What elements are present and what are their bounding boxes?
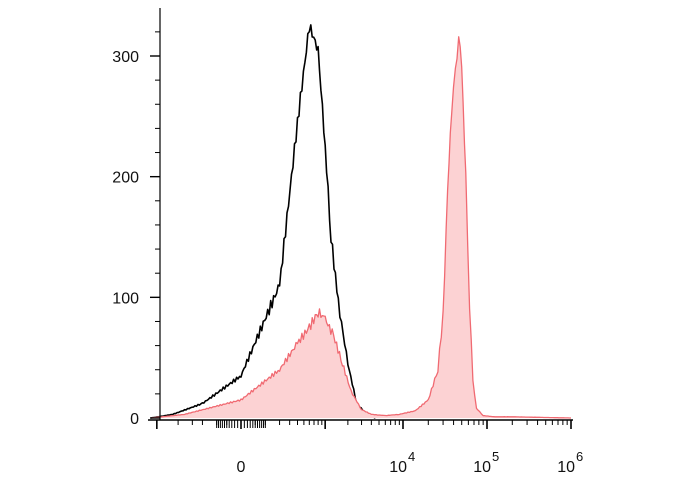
x-tick-label-exponent: 6 — [576, 449, 583, 464]
histogram-outline-stained — [150, 36, 571, 419]
x-tick-label-exponent: 4 — [408, 449, 415, 464]
x-tick-label-exponent: 5 — [492, 449, 499, 464]
histogram-line-control — [150, 24, 376, 419]
y-tick-label: 100 — [112, 290, 139, 307]
x-axis-ticks — [156, 420, 572, 429]
x-tick-label-base: 10 — [557, 459, 575, 476]
y-axis-labels: 0 100 200 300 — [112, 49, 139, 428]
y-axis-ticks — [150, 31, 160, 419]
histogram-fill-area — [151, 36, 571, 419]
x-tick-label-base: 10 — [473, 459, 491, 476]
y-tick-label: 300 — [112, 49, 139, 66]
x-tick-label: 0 — [237, 459, 246, 476]
y-tick-label: 200 — [112, 170, 139, 187]
y-tick-label: 0 — [130, 411, 139, 428]
x-tick-label-base: 10 — [389, 459, 407, 476]
plot-area — [150, 24, 571, 419]
